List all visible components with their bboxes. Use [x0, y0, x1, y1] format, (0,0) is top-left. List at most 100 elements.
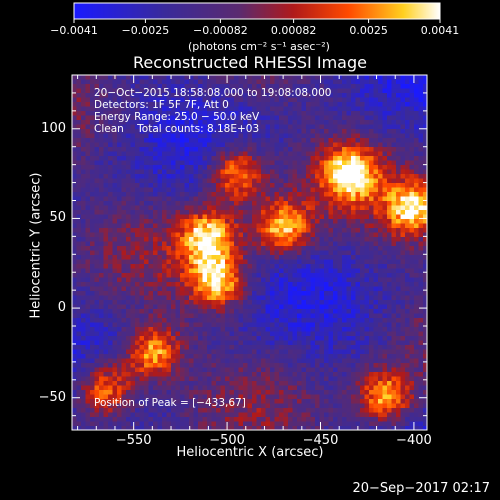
heatmap-pixel: [76, 124, 82, 130]
heatmap-pixel: [90, 201, 95, 206]
heatmap-pixel: [252, 88, 257, 94]
heatmap-pixel: [292, 237, 298, 242]
heatmap-pixel: [207, 246, 212, 251]
heatmap-pixel: [328, 156, 334, 161]
heatmap-pixel: [76, 138, 82, 143]
heatmap-pixel: [99, 291, 104, 296]
heatmap-pixel: [90, 102, 95, 107]
heatmap-pixel: [184, 120, 190, 125]
heatmap-pixel: [85, 133, 91, 139]
heatmap-pixel: [333, 79, 338, 85]
heatmap-pixel: [225, 259, 230, 265]
heatmap-pixel: [90, 174, 95, 179]
heatmap-pixel: [166, 237, 172, 242]
heatmap-pixel: [301, 340, 307, 346]
heatmap-pixel: [378, 318, 383, 323]
heatmap-pixel: [297, 196, 302, 202]
heatmap-pixel: [337, 255, 343, 260]
heatmap-pixel: [234, 192, 239, 197]
heatmap-pixel: [306, 210, 311, 215]
heatmap-pixel: [360, 178, 365, 184]
heatmap-pixel: [238, 354, 244, 359]
heatmap-pixel: [333, 187, 338, 193]
heatmap-pixel: [94, 187, 100, 193]
heatmap-pixel: [202, 111, 208, 116]
heatmap-pixel: [81, 79, 86, 85]
heatmap-pixel: [144, 286, 149, 292]
heatmap-pixel: [423, 322, 427, 328]
heatmap-pixel: [288, 250, 293, 256]
heatmap-pixel: [288, 340, 293, 346]
heatmap-pixel: [319, 187, 325, 193]
heatmap-pixel: [126, 354, 131, 359]
heatmap-pixel: [351, 201, 356, 206]
heatmap-pixel: [333, 115, 338, 121]
heatmap-pixel: [306, 345, 311, 350]
heatmap-pixel: [225, 286, 230, 292]
heatmap-pixel: [112, 246, 118, 251]
heatmap-pixel: [193, 268, 199, 274]
heatmap-pixel: [162, 192, 167, 197]
heatmap-pixel: [306, 286, 311, 292]
heatmap-pixel: [198, 160, 203, 166]
heatmap-pixel: [157, 313, 163, 319]
heatmap-pixel: [382, 111, 388, 116]
heatmap-pixel: [261, 223, 266, 229]
heatmap-pixel: [342, 313, 347, 319]
heatmap-pixel: [396, 124, 401, 130]
heatmap-pixel: [225, 246, 230, 251]
heatmap-pixel: [342, 84, 347, 89]
heatmap-pixel: [139, 129, 145, 134]
heatmap-pixel: [333, 277, 338, 283]
heatmap-pixel: [418, 264, 424, 269]
heatmap-pixel: [180, 223, 185, 229]
heatmap-pixel: [297, 106, 302, 112]
heatmap-pixel: [108, 291, 113, 296]
heatmap-pixel: [310, 228, 316, 233]
heatmap-pixel: [90, 214, 95, 220]
heatmap-pixel: [229, 88, 235, 94]
heatmap-pixel: [103, 327, 109, 332]
heatmap-pixel: [391, 151, 397, 157]
heatmap-pixel: [198, 111, 203, 116]
heatmap-pixel: [310, 210, 316, 215]
heatmap-pixel: [112, 250, 118, 256]
heatmap-pixel: [265, 228, 271, 233]
heatmap-pixel: [279, 151, 284, 157]
heatmap-pixel: [279, 201, 284, 206]
heatmap-pixel: [387, 138, 392, 143]
heatmap-pixel: [414, 147, 419, 152]
heatmap-pixel: [414, 187, 419, 193]
heatmap-pixel: [189, 286, 194, 292]
heatmap-pixel: [328, 313, 334, 319]
heatmap-pixel: [265, 291, 271, 296]
heatmap-pixel: [247, 349, 253, 355]
heatmap-pixel: [144, 169, 149, 175]
heatmap-pixel: [193, 349, 199, 355]
heatmap-pixel: [207, 97, 212, 103]
heatmap-pixel: [378, 97, 383, 103]
heatmap-pixel: [279, 84, 284, 89]
heatmap-pixel: [171, 241, 176, 247]
heatmap-pixel: [360, 250, 365, 256]
heatmap-pixel: [274, 354, 280, 359]
heatmap-pixel: [108, 219, 113, 224]
heatmap-pixel: [103, 79, 109, 85]
heatmap-pixel: [373, 111, 379, 116]
heatmap-pixel: [256, 277, 262, 283]
heatmap-pixel: [297, 97, 302, 103]
heatmap-pixel: [306, 304, 311, 310]
heatmap-pixel: [283, 147, 289, 152]
heatmap-pixel: [108, 178, 113, 184]
heatmap-pixel: [418, 192, 424, 197]
heatmap-pixel: [90, 205, 95, 211]
heatmap-pixel: [378, 169, 383, 175]
heatmap-pixel: [243, 192, 248, 197]
heatmap-pixel: [247, 282, 253, 287]
heatmap-pixel: [414, 336, 419, 341]
heatmap-pixel: [378, 219, 383, 224]
heatmap-pixel: [396, 97, 401, 103]
heatmap-pixel: [252, 142, 257, 148]
heatmap-pixel: [333, 102, 338, 107]
heatmap-pixel: [274, 174, 280, 179]
